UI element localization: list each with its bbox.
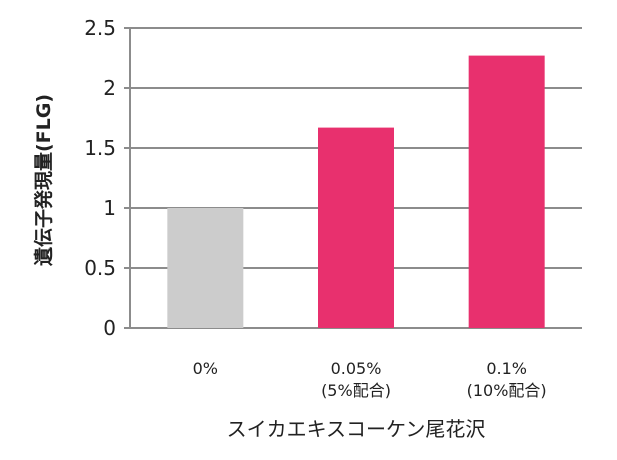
x-category-sublabel: (5%配合)	[321, 381, 391, 400]
bars	[167, 55, 545, 328]
y-tick-label: 1	[103, 196, 116, 220]
x-category-label: 0%	[193, 359, 218, 378]
y-tick-label: 0	[103, 316, 116, 340]
x-category-labels: 0% 0.05% (5%配合) 0.1% (10%配合)	[193, 359, 547, 400]
bar-1	[318, 127, 394, 328]
x-axis-title: スイカエキスコーケン尾花沢	[227, 417, 486, 441]
x-category-sublabel: (10%配合)	[467, 381, 547, 400]
y-tick-labels: 0 0.5 1 1.5 2 2.5	[84, 16, 116, 340]
y-tick-label: 2.5	[84, 16, 116, 40]
y-tick-label: 1.5	[84, 136, 116, 160]
axes	[124, 27, 131, 329]
x-category-label: 0.05%	[331, 359, 382, 378]
y-axis-title: 遺伝子発現量(FLG)	[32, 94, 55, 266]
x-category-label: 0.1%	[486, 359, 527, 378]
bar-0	[167, 208, 244, 328]
bar-2	[468, 55, 545, 328]
y-tick-label: 0.5	[84, 256, 116, 280]
y-tick-label: 2	[103, 76, 116, 100]
